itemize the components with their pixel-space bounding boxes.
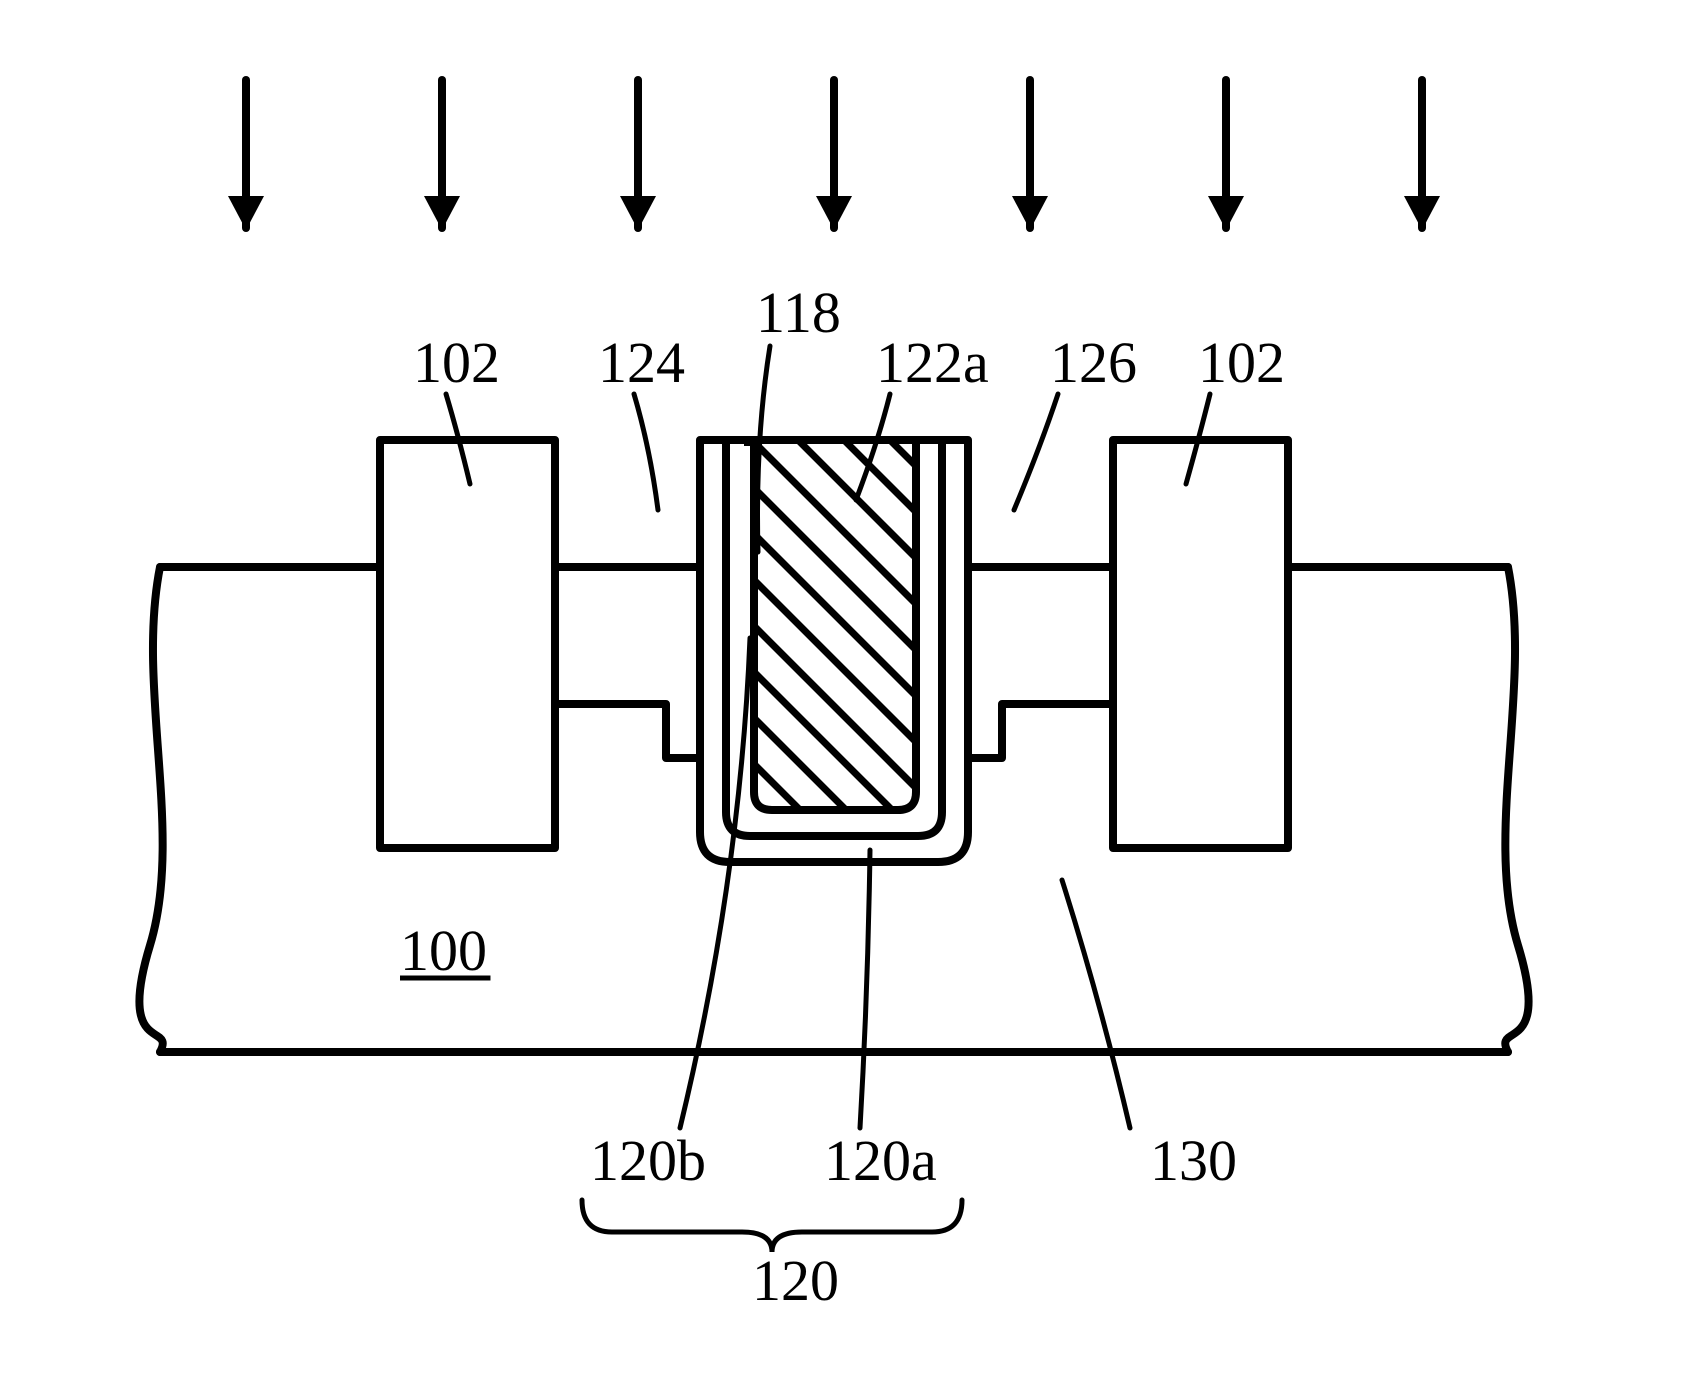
leader-124 xyxy=(634,394,658,510)
substrate-break-right xyxy=(1505,567,1528,1052)
arrow-head-5 xyxy=(1208,196,1244,230)
arrow-head-1 xyxy=(424,196,460,230)
label-122a: 122a xyxy=(876,330,989,395)
label-124: 124 xyxy=(598,330,685,395)
region-126 xyxy=(952,567,1113,758)
arrow-head-2 xyxy=(620,196,656,230)
label-120b: 120b xyxy=(590,1128,706,1193)
leader-120a xyxy=(860,850,870,1128)
label-120: 120 xyxy=(752,1248,839,1313)
label-120a: 120a xyxy=(824,1128,937,1193)
label-100: 100 xyxy=(400,918,487,983)
label-102R: 102 xyxy=(1198,330,1285,395)
isolation-102-left xyxy=(380,440,555,848)
diagram-root: 118 102 124 122a 126 102 100 120b 120a 130 120 xyxy=(0,0,1689,1380)
brace-120 xyxy=(582,1200,962,1252)
label-118: 118 xyxy=(756,280,841,345)
process-arrows xyxy=(228,80,1440,230)
arrow-head-6 xyxy=(1404,196,1440,230)
arrow-head-3 xyxy=(816,196,852,230)
region-124 xyxy=(555,567,714,758)
arrow-head-0 xyxy=(228,196,264,230)
substrate-break-left xyxy=(139,567,162,1052)
isolation-102-right xyxy=(1113,440,1288,848)
leader-126 xyxy=(1014,394,1058,510)
arrow-head-4 xyxy=(1012,196,1048,230)
leader-130 xyxy=(1062,880,1130,1128)
label-102L: 102 xyxy=(413,330,500,395)
label-130: 130 xyxy=(1150,1128,1237,1193)
label-126: 126 xyxy=(1050,330,1137,395)
